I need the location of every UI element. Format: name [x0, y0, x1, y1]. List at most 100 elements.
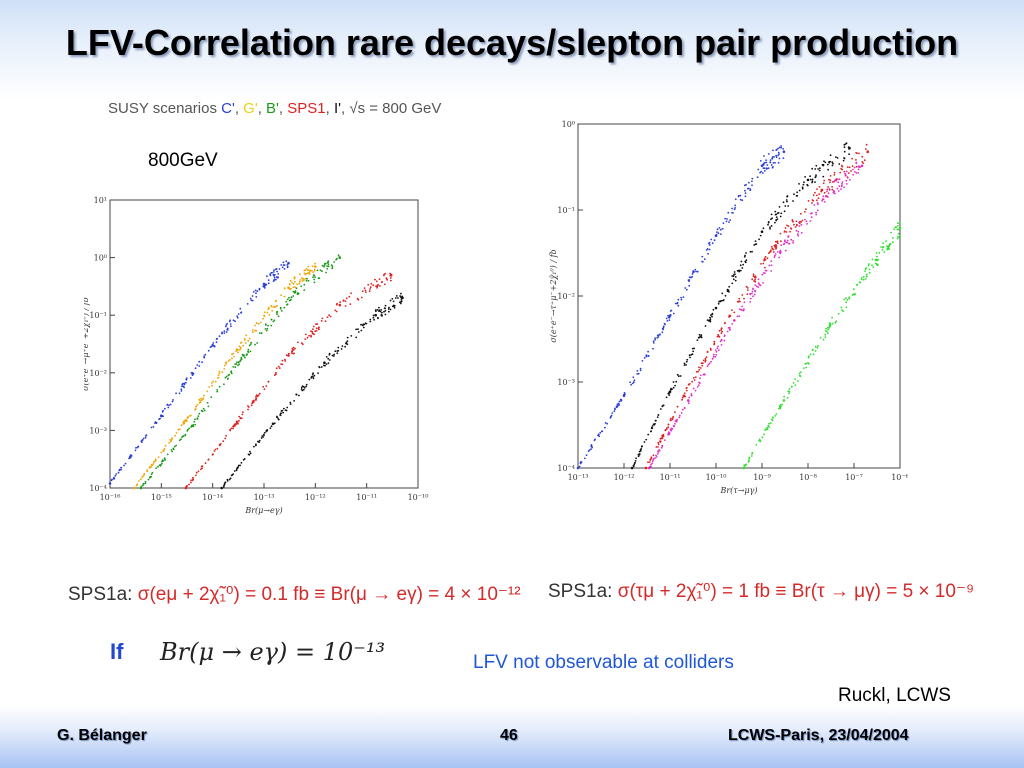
point: [751, 180, 753, 183]
point: [331, 265, 334, 268]
point: [291, 281, 293, 284]
point: [226, 328, 229, 331]
point: [708, 244, 711, 246]
point: [816, 346, 819, 349]
point: [283, 268, 286, 270]
point: [193, 420, 196, 423]
point: [178, 392, 181, 395]
point: [769, 226, 771, 229]
point: [118, 469, 121, 472]
point: [647, 461, 649, 464]
point: [683, 407, 686, 409]
point: [169, 439, 172, 441]
point: [756, 176, 759, 179]
point: [818, 193, 821, 196]
point: [742, 309, 745, 312]
point: [764, 162, 766, 164]
point: [613, 410, 616, 413]
point: [782, 243, 785, 246]
point: [213, 345, 216, 348]
point: [762, 227, 765, 230]
point: [831, 322, 834, 325]
point: [821, 199, 823, 202]
point: [262, 436, 264, 438]
point: [788, 388, 791, 390]
point: [805, 362, 808, 365]
point: [171, 450, 174, 453]
point: [325, 363, 328, 365]
point: [769, 161, 772, 164]
point: [861, 161, 864, 163]
point: [201, 409, 204, 412]
point: [738, 269, 741, 272]
point: [241, 413, 244, 416]
point: [775, 216, 778, 218]
legend-scenario-5: I': [333, 100, 341, 117]
point: [229, 358, 231, 361]
point: [775, 413, 778, 415]
point: [865, 267, 868, 269]
x-tick-label: 10⁻⁶: [891, 473, 908, 482]
point: [751, 250, 753, 253]
point: [777, 161, 780, 164]
point: [657, 441, 660, 444]
point: [764, 258, 767, 261]
point: [848, 296, 851, 299]
y-tick-label: 10⁻⁴: [557, 464, 575, 473]
point: [653, 423, 656, 426]
point: [327, 265, 330, 268]
point: [120, 466, 122, 469]
point: [843, 157, 846, 160]
point: [265, 329, 268, 332]
point: [802, 367, 805, 369]
point: [840, 185, 843, 188]
point: [678, 416, 681, 419]
point: [633, 381, 635, 384]
point: [304, 273, 307, 276]
point: [727, 211, 730, 214]
point: [273, 279, 276, 281]
point: [804, 210, 806, 213]
point: [780, 240, 782, 243]
point: [389, 277, 392, 279]
point: [155, 467, 158, 469]
point: [843, 146, 846, 149]
point: [857, 168, 860, 171]
point: [741, 267, 744, 269]
point: [296, 283, 298, 286]
y-tick-label: 10⁻⁴: [89, 484, 107, 493]
point: [267, 380, 270, 383]
point: [798, 221, 800, 224]
point: [222, 440, 225, 443]
point: [141, 476, 144, 479]
point: [273, 276, 276, 279]
point: [705, 249, 708, 251]
point: [745, 259, 748, 262]
point: [843, 150, 846, 153]
data-point: [139, 486, 143, 490]
data-point: [235, 420, 239, 424]
point: [821, 163, 824, 166]
point: [840, 164, 843, 167]
point: [257, 394, 260, 396]
point: [662, 326, 665, 329]
point: [335, 310, 338, 313]
point: [216, 389, 219, 391]
point: [744, 195, 747, 198]
point: [740, 308, 743, 311]
point: [890, 231, 892, 234]
point: [264, 328, 267, 330]
point: [207, 349, 210, 352]
point: [845, 183, 848, 185]
point: [135, 484, 138, 487]
point: [733, 311, 736, 314]
point: [237, 466, 240, 468]
point: [723, 339, 726, 342]
point: [851, 294, 854, 296]
point: [657, 414, 660, 416]
point: [637, 455, 640, 458]
point: [829, 160, 831, 163]
point: [373, 318, 375, 321]
point: [650, 430, 652, 433]
point: [245, 334, 248, 337]
